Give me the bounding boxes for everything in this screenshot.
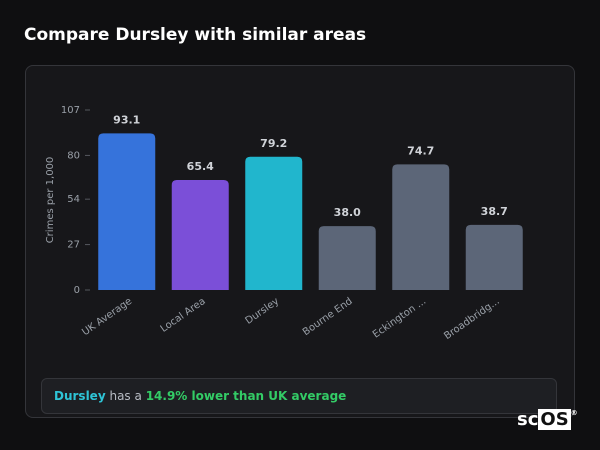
bar — [171, 179, 229, 290]
summary-text: has a — [109, 389, 142, 403]
area-name: Dursley — [54, 389, 106, 403]
y-tick-label: 107 — [61, 105, 80, 116]
y-tick-label: 54 — [67, 194, 80, 205]
y-axis-label: Crimes per 1,000 — [45, 157, 56, 244]
x-tick-label: Bourne End — [301, 296, 355, 338]
value-label: 93.1 — [113, 113, 140, 126]
x-tick-label: Local Area — [159, 296, 208, 335]
page-title: Compare Dursley with similar areas — [24, 25, 367, 45]
bar — [318, 226, 376, 290]
value-label: 38.7 — [481, 205, 508, 218]
summary: Dursley has a 14.9% lower than UK averag… — [41, 378, 557, 414]
logo-mark: ® — [570, 409, 578, 417]
y-tick-label: 0 — [74, 285, 80, 296]
value-label: 65.4 — [187, 160, 214, 173]
logo-left: sc — [517, 409, 539, 430]
logo-right: OS — [538, 409, 571, 430]
y-tick-label: 27 — [67, 240, 80, 251]
x-tick-label: Eckington ... — [371, 296, 428, 341]
value-label: 74.7 — [407, 144, 434, 157]
x-tick-label: Dursley — [244, 296, 282, 327]
logo: sc OS ® — [517, 409, 578, 430]
bar — [465, 224, 523, 290]
bar — [392, 164, 450, 290]
x-tick-label: Broadbridg... — [442, 296, 501, 342]
y-tick-label: 80 — [67, 150, 80, 161]
value-label: 38.0 — [334, 206, 361, 219]
x-tick-label: UK Average — [80, 296, 134, 338]
summary-highlight: 14.9% lower than UK average — [145, 389, 347, 403]
value-label: 79.2 — [260, 137, 287, 150]
bar — [245, 156, 303, 290]
bar — [98, 133, 156, 290]
